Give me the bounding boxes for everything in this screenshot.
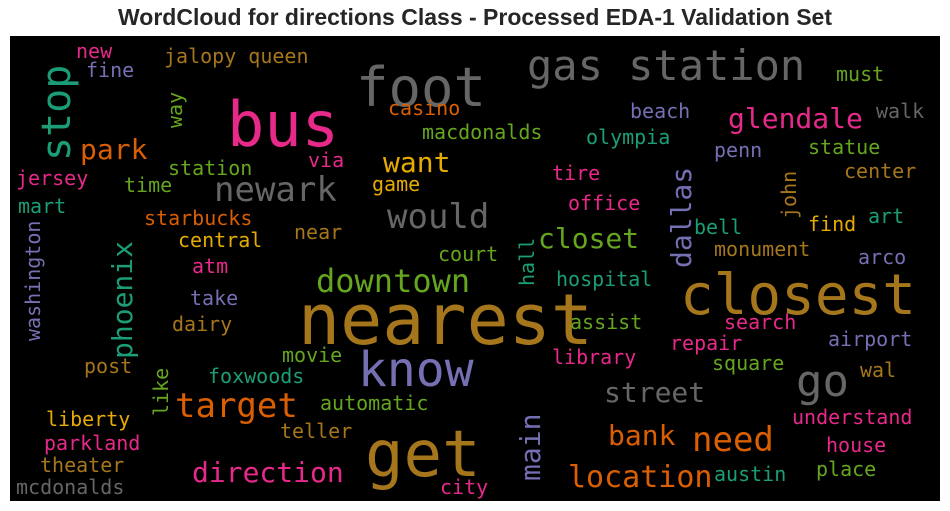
word-statue: statue	[808, 135, 880, 159]
word-atm: atm	[192, 254, 228, 278]
word-dairy: dairy	[172, 312, 232, 336]
word-newark: newark	[214, 170, 337, 210]
word-direction: direction	[192, 456, 344, 489]
word-washington: washington	[21, 221, 45, 341]
word-house: house	[826, 433, 886, 457]
word-wal: wal	[860, 358, 896, 382]
word-main: main	[514, 414, 547, 481]
word-tire: tire	[552, 161, 600, 185]
word-square: square	[712, 351, 784, 375]
word-would: would	[387, 197, 489, 237]
word-want: want	[383, 146, 450, 179]
word-bank: bank	[608, 419, 676, 452]
word-repair: repair	[670, 331, 742, 355]
word-glendale: glendale	[728, 102, 863, 135]
word-nearest: nearest	[298, 279, 593, 361]
word-central: central	[178, 228, 262, 252]
word-teller: teller	[280, 419, 352, 443]
word-hall: hall	[515, 238, 539, 286]
word-closet: closet	[538, 222, 639, 255]
word-foxwoods: foxwoods	[208, 364, 304, 388]
word-phoenix: phoenix	[106, 241, 139, 359]
word-downtown: downtown	[316, 262, 470, 300]
word-get: get	[365, 418, 481, 492]
word-know: know	[358, 342, 474, 398]
word-jersey: jersey	[16, 166, 88, 190]
word-understand: understand	[792, 405, 912, 429]
word-liberty: liberty	[46, 407, 130, 431]
word-search: search	[724, 310, 796, 334]
word-hospital: hospital	[556, 267, 652, 291]
word-airport: airport	[828, 327, 912, 351]
word-court: court	[438, 242, 498, 266]
word-location: location	[568, 460, 713, 495]
word-near: near	[294, 220, 342, 244]
word-mart: mart	[18, 194, 66, 218]
word-new: new	[76, 39, 113, 63]
word-like: like	[149, 368, 173, 416]
word-monument: monument	[714, 237, 810, 261]
word-beach: beach	[630, 99, 690, 123]
word-center: center	[844, 159, 916, 183]
cloud-background	[10, 36, 940, 501]
word-penn: penn	[714, 138, 762, 162]
word-cloud: nearest get bus closest foot know gas station s…	[10, 36, 940, 501]
word-park: park	[80, 133, 148, 166]
chart-title: WordCloud for directions Class - Process…	[118, 4, 832, 30]
word-john: john	[777, 171, 801, 219]
word-closest: closest	[680, 263, 916, 328]
word-casino: casino	[388, 96, 460, 120]
word-way: way	[163, 92, 187, 128]
word-art: art	[868, 204, 904, 228]
word-theater: theater	[40, 453, 124, 477]
word-assist: assist	[570, 310, 642, 334]
word-arco: arco	[858, 245, 906, 269]
word-target: target	[175, 386, 298, 426]
word-automatic: automatic	[320, 391, 428, 415]
word-must: must	[836, 62, 884, 86]
word-parkland: parkland	[44, 431, 140, 455]
word-stop: stop	[34, 65, 80, 161]
word-macdonalds: macdonalds	[422, 120, 542, 144]
word-time: time	[124, 173, 172, 197]
word-jalopy-queen: jalopy queen	[164, 44, 309, 68]
word-mcdonalds: mcdonalds	[16, 475, 124, 499]
word-dallas: dallas	[665, 167, 698, 268]
word-starbucks: starbucks	[144, 206, 252, 230]
word-take: take	[190, 286, 238, 310]
word-library: library	[552, 345, 636, 369]
word-gas-station: gas station	[527, 41, 805, 90]
word-foot: foot	[356, 56, 486, 119]
word-fine: fine	[86, 58, 134, 82]
word-office: office	[568, 191, 640, 215]
word-bell: bell	[694, 215, 742, 239]
word-street: street	[604, 376, 705, 409]
word-olympia: olympia	[586, 125, 670, 149]
word-go: go	[796, 356, 849, 407]
word-place: place	[816, 457, 876, 481]
word-city: city	[440, 475, 488, 499]
word-walk: walk	[876, 99, 924, 123]
word-find: find	[808, 212, 856, 236]
word-bus: bus	[227, 88, 339, 161]
word-post: post	[84, 354, 132, 378]
word-station: station	[168, 156, 252, 180]
word-game: game	[372, 172, 420, 196]
word-need: need	[692, 420, 774, 460]
word-via: via	[308, 148, 344, 172]
word-austin: austin	[714, 462, 786, 486]
word-movie: movie	[282, 343, 342, 367]
